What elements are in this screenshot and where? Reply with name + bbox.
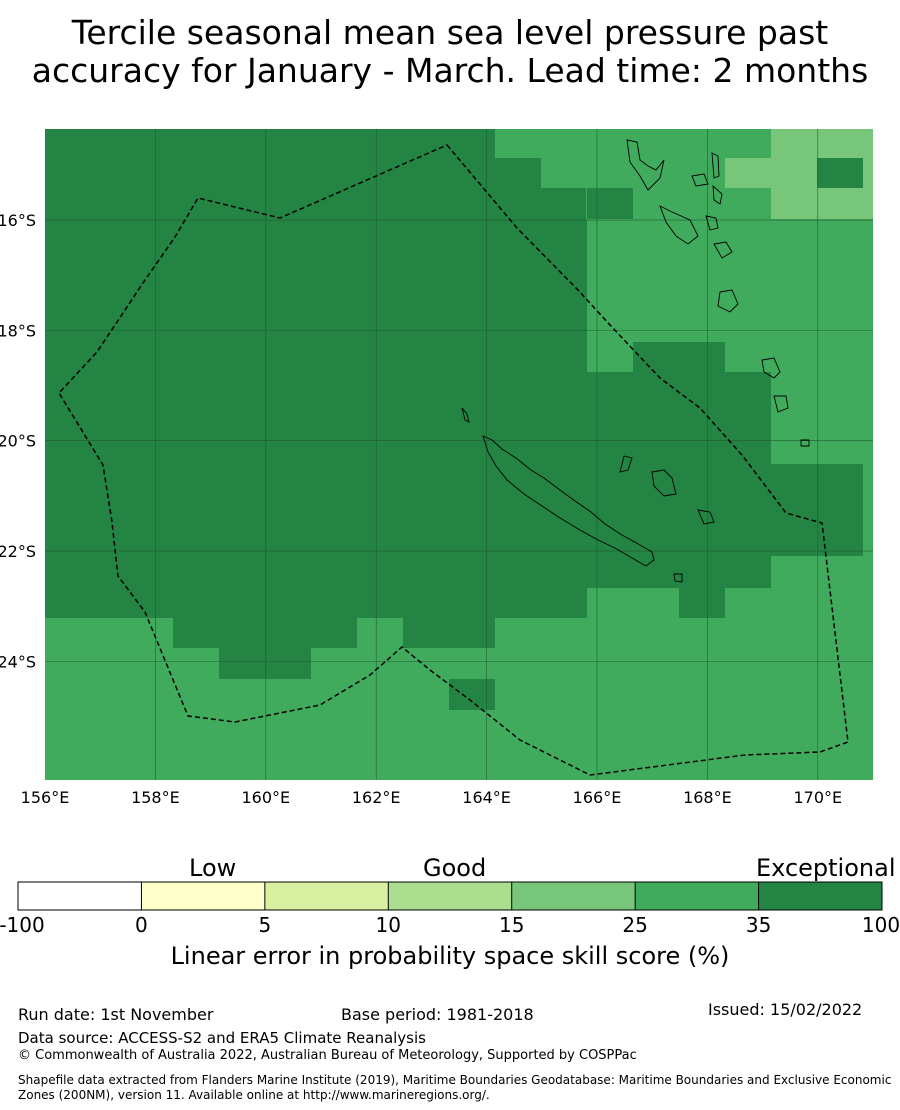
island-outline — [773, 395, 789, 413]
colorbar-tick-label: 10 — [376, 913, 401, 937]
shapefile-credit-line-1: Shapefile data extracted from Flanders M… — [18, 1073, 892, 1087]
colorbar-title: Linear error in probability space skill … — [170, 942, 730, 970]
base-period: Base period: 1981-2018 — [341, 1005, 534, 1024]
skill-cell — [771, 188, 873, 219]
island-outline — [761, 357, 781, 379]
colorbar-swatch — [388, 882, 512, 910]
skill-cell — [679, 588, 725, 618]
copyright: © Commonwealth of Australia 2022, Austra… — [18, 1048, 637, 1063]
skill-cell — [495, 310, 587, 618]
map-figure: 156°E 158°E 160°E 162°E 164°E 166°E 168°E 170°E… — [0, 129, 900, 937]
colorbar-outline — [17, 881, 883, 911]
x-tick-label: 162°E — [352, 788, 401, 807]
skill-cell — [45, 588, 81, 618]
colorbar-swatch — [635, 882, 759, 910]
skill-cell — [495, 219, 587, 280]
skill-cell — [219, 648, 311, 679]
coastlines — [461, 139, 810, 583]
skill-cell — [863, 158, 873, 188]
y-tick-label: 22°S — [0, 542, 36, 561]
x-axis-ticks: 156°E 158°E 160°E 162°E 164°E 166°E 168°E 170°E — [21, 788, 842, 807]
y-tick-label: 20°S — [0, 432, 36, 451]
colorbar-category-low: Low — [189, 854, 237, 882]
y-tick-label: 24°S — [0, 652, 36, 671]
colorbar-category-exceptional: Exceptional — [756, 854, 896, 882]
x-tick-label: 164°E — [462, 788, 511, 807]
x-tick-label: 168°E — [683, 788, 732, 807]
data-source: Data source: ACCESS-S2 and ERA5 Climate … — [18, 1029, 426, 1047]
island-outline — [691, 173, 709, 187]
island-outline — [673, 573, 683, 583]
x-tick-label: 156°E — [21, 788, 70, 807]
colorbar: -100 0 5 10 15 25 35 100 — [0, 881, 900, 937]
island-outline — [713, 241, 733, 259]
eez-boundary — [58, 144, 849, 776]
chart-title-line-1: Tercile seasonal mean sea level pressure… — [71, 13, 829, 52]
island-outline — [482, 435, 655, 567]
graticule — [45, 129, 873, 780]
issued-date: Issued: 15/02/2022 — [708, 1000, 863, 1019]
colorbar-category-good: Good — [423, 854, 487, 882]
skill-cell — [633, 342, 725, 588]
x-tick-label: 170°E — [793, 788, 842, 807]
colorbar-swatch — [141, 882, 265, 910]
skill-cell — [403, 588, 495, 648]
y-tick-label: 16°S — [0, 211, 36, 230]
island-outline — [659, 205, 699, 245]
colorbar-swatch — [18, 882, 142, 910]
y-tick-label: 18°S — [0, 321, 36, 340]
colorbar-tick-label: 25 — [622, 913, 647, 937]
colorbar-tick-label: 5 — [258, 913, 271, 937]
colorbar-tick-label: -100 — [0, 913, 45, 937]
skill-cell — [771, 464, 863, 556]
x-tick-label: 158°E — [131, 788, 180, 807]
skill-cell — [725, 372, 771, 588]
island-outline — [705, 215, 719, 231]
shapefile-credit-line-2: Zones (200NM), version 11. Available onl… — [18, 1088, 490, 1102]
run-date: Run date: 1st November — [18, 1005, 214, 1024]
colorbar-tick-label: 100 — [862, 913, 900, 937]
colorbar-tick-label: 35 — [746, 913, 771, 937]
x-tick-label: 160°E — [241, 788, 290, 807]
colorbar-tick-label: 15 — [499, 913, 524, 937]
skill-grid — [45, 129, 873, 710]
island-outline — [712, 184, 723, 205]
island-outline — [626, 139, 665, 191]
island-outline — [619, 455, 633, 473]
chart-title-line-2: accuracy for January - March. Lead time:… — [31, 51, 869, 90]
colorbar-swatch — [511, 882, 636, 910]
chart-title: Tercile seasonal mean sea level pressure… — [0, 14, 900, 90]
colorbar-swatch — [264, 882, 389, 910]
island-outline — [800, 439, 810, 447]
skill-cell — [587, 372, 633, 588]
island-outline — [717, 289, 739, 313]
x-tick-label: 166°E — [573, 788, 622, 807]
colorbar-swatch — [758, 882, 882, 910]
skill-cell — [173, 588, 357, 648]
skill-cell — [817, 158, 863, 188]
colorbar-tick-label: 0 — [135, 913, 148, 937]
skill-cell — [587, 188, 633, 219]
island-outline — [711, 152, 720, 179]
skill-cell — [771, 129, 873, 158]
island-outline — [461, 407, 470, 423]
island-outline — [697, 509, 715, 525]
island-outline — [651, 469, 677, 497]
skill-cell — [449, 679, 495, 710]
skill-cell — [725, 158, 817, 188]
y-axis-ticks: 16°S 18°S 20°S 22°S 24°S — [0, 211, 36, 671]
